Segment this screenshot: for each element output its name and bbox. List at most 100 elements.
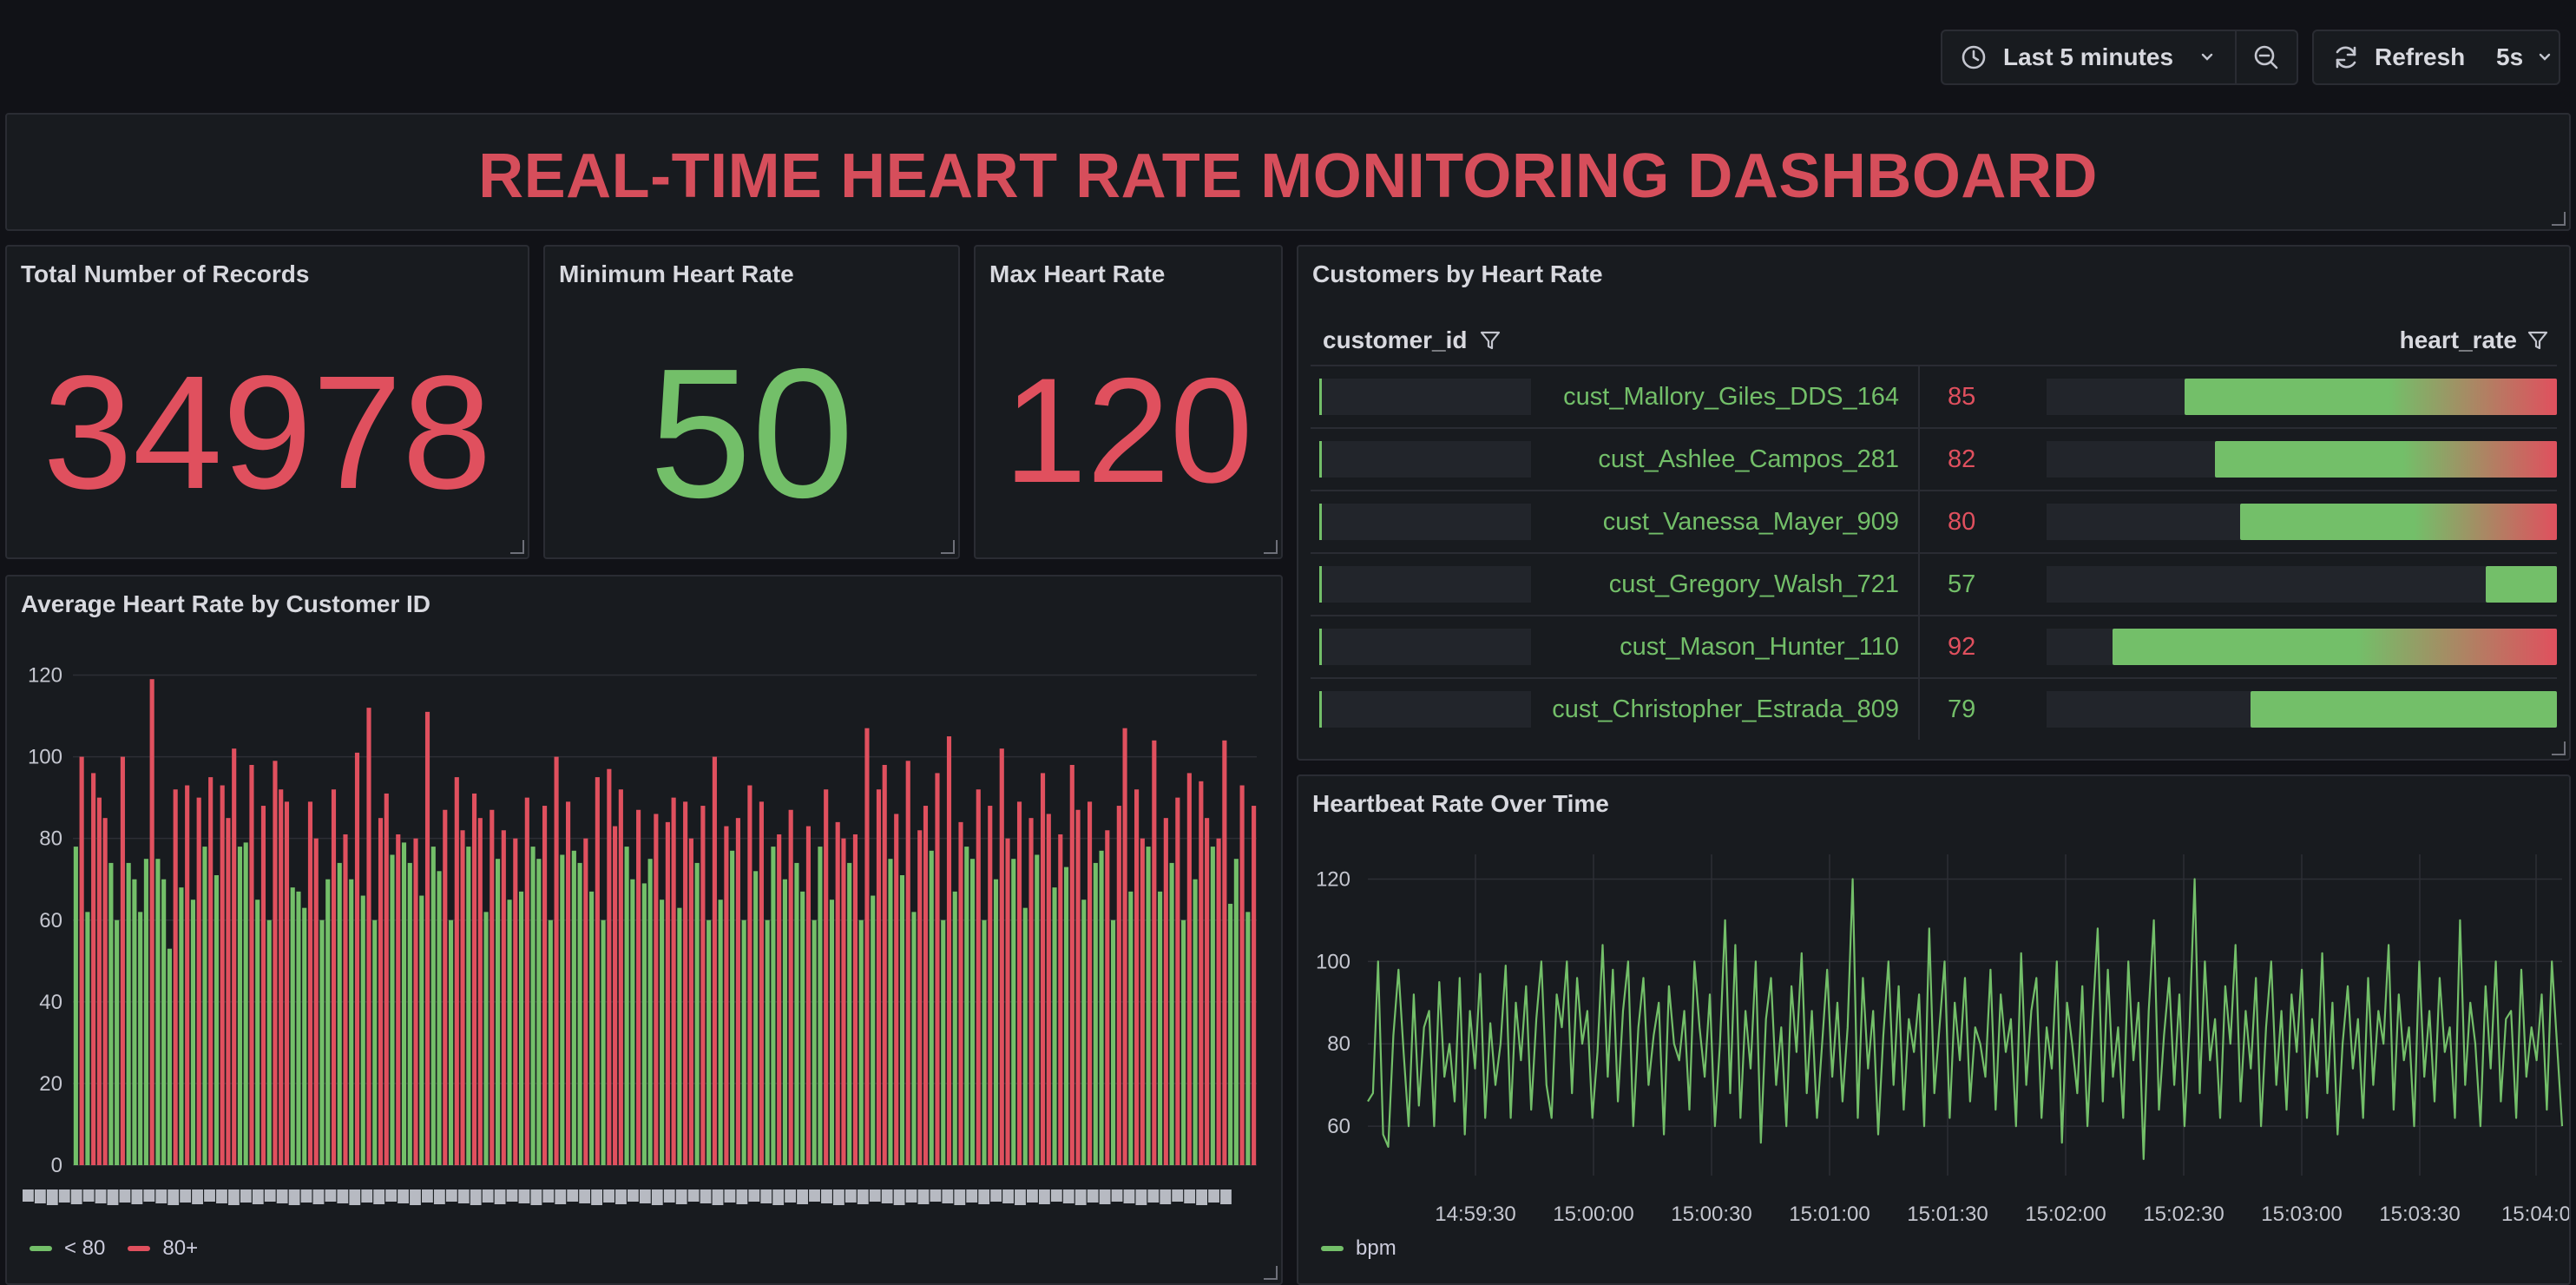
stat-panel-max-heart-rate: Max Heart Rate 120: [974, 245, 1283, 559]
x-tick-label: [821, 1189, 832, 1203]
bar: [407, 862, 412, 1165]
bar: [718, 900, 723, 1165]
bar: [313, 838, 319, 1165]
resize-handle[interactable]: [2552, 212, 2566, 226]
bar: [307, 801, 313, 1165]
x-tick-label: 15:00:30: [1671, 1203, 1751, 1226]
bar: [1087, 801, 1093, 1165]
zoom-out-button[interactable]: [2237, 31, 2297, 83]
x-tick-label: [772, 1189, 785, 1205]
x-tick-label: [905, 1189, 917, 1203]
x-tick-label: [337, 1189, 349, 1203]
x-tick-label: [1038, 1189, 1050, 1204]
refresh-interval-button[interactable]: 5s: [2482, 31, 2559, 83]
table-row[interactable]: cust_Ashlee_Campos_281 82: [1311, 427, 2557, 490]
bar: [536, 859, 542, 1165]
line-chart-legend: bpm: [1321, 1236, 1396, 1261]
x-tick-label: [482, 1189, 494, 1203]
bar: [812, 919, 817, 1165]
bar: [96, 797, 102, 1165]
resize-handle[interactable]: [510, 540, 524, 554]
x-tick-label: [893, 1189, 905, 1205]
legend-item-bpm[interactable]: bpm: [1356, 1236, 1396, 1260]
x-tick-label: [1062, 1189, 1074, 1203]
bar: [665, 821, 670, 1165]
resize-handle[interactable]: [1264, 540, 1278, 554]
bar: [888, 859, 893, 1165]
bar: [571, 850, 576, 1165]
refresh-button[interactable]: Refresh: [2314, 31, 2482, 83]
bar: [249, 765, 254, 1165]
bar: [1011, 859, 1016, 1165]
bar: [894, 814, 899, 1165]
bar: [1081, 900, 1087, 1165]
heart-rate-value: 85: [1948, 383, 1976, 411]
table-row[interactable]: cust_Christopher_Estrada_809 79: [1311, 677, 2557, 740]
resize-handle[interactable]: [2552, 741, 2566, 755]
column-header-heart-rate[interactable]: heart_rate: [2400, 326, 2550, 354]
bar: [390, 854, 395, 1165]
x-tick-label: [457, 1189, 470, 1203]
bar: [378, 818, 384, 1165]
time-picker-group: Last 5 minutes: [1941, 30, 2298, 85]
bar: [577, 862, 582, 1165]
x-tick-label: [748, 1189, 760, 1202]
bar: [976, 789, 981, 1165]
column-header-customer-id[interactable]: customer_id: [1323, 326, 1502, 354]
table-row[interactable]: cust_Mason_Hunter_110 92: [1311, 615, 2557, 677]
bar: [660, 900, 665, 1165]
x-tick-label: [192, 1189, 203, 1204]
x-tick-label: [857, 1189, 869, 1204]
legend-item-80-plus[interactable]: 80+: [162, 1236, 199, 1260]
bar: [1140, 838, 1145, 1165]
x-tick-label: [628, 1189, 639, 1202]
resize-handle[interactable]: [941, 540, 955, 554]
bar: [852, 834, 858, 1165]
x-tick-label: [1027, 1189, 1038, 1203]
x-tick-label: [1172, 1189, 1184, 1202]
chevron-down-icon: [2535, 48, 2554, 67]
x-tick-label: [651, 1189, 663, 1205]
filter-icon[interactable]: [1478, 328, 1502, 353]
x-tick-label: [276, 1189, 288, 1203]
bar: [319, 919, 325, 1165]
bar-chart: 0 20 40 60 80 100 120: [23, 664, 1257, 1205]
bar: [694, 862, 700, 1165]
bar: [835, 821, 840, 1165]
bar: [430, 847, 436, 1165]
x-tick-label: [58, 1189, 70, 1203]
x-tick-label: [349, 1189, 361, 1205]
bar: [671, 797, 676, 1165]
bar: [220, 785, 225, 1165]
customer-id-cell: cust_Christopher_Estrada_809: [1552, 695, 1899, 723]
x-tick-label: [46, 1189, 58, 1205]
y-tick-label: 20: [39, 1072, 62, 1096]
x-tick-label: [168, 1189, 180, 1205]
resize-handle[interactable]: [1264, 1266, 1278, 1280]
x-tick-label: [107, 1189, 119, 1205]
legend-item-under-80[interactable]: < 80: [64, 1236, 106, 1260]
bar: [372, 919, 378, 1165]
x-tick-label: 15:01:30: [1907, 1203, 1988, 1226]
table-row[interactable]: cust_Mallory_Giles_DDS_164 85: [1311, 365, 2557, 427]
table-row[interactable]: cust_Vanessa_Mayer_909 80: [1311, 490, 2557, 552]
x-tick-label: [252, 1189, 264, 1204]
legend-swatch-bpm: [1321, 1246, 1344, 1251]
time-range-button[interactable]: Last 5 minutes: [1942, 31, 2235, 83]
toolbar-separator: [2234, 31, 2237, 83]
bar: [1233, 859, 1239, 1165]
stat-value: 50: [649, 330, 854, 536]
x-tick-label: [34, 1189, 46, 1203]
legend-swatch-80-plus: [128, 1246, 151, 1251]
table-row[interactable]: cust_Gregory_Walsh_721 57: [1311, 552, 2557, 615]
bar: [1181, 919, 1186, 1165]
bar: [929, 850, 934, 1165]
bar: [155, 859, 161, 1165]
filter-icon[interactable]: [2526, 328, 2550, 353]
bar: [143, 859, 148, 1165]
bar: [102, 818, 108, 1165]
bar: [677, 907, 682, 1165]
stat-panel-min-heart-rate: Minimum Heart Rate 50: [543, 245, 960, 559]
bar: [1105, 830, 1110, 1165]
x-tick-label: [433, 1189, 445, 1204]
